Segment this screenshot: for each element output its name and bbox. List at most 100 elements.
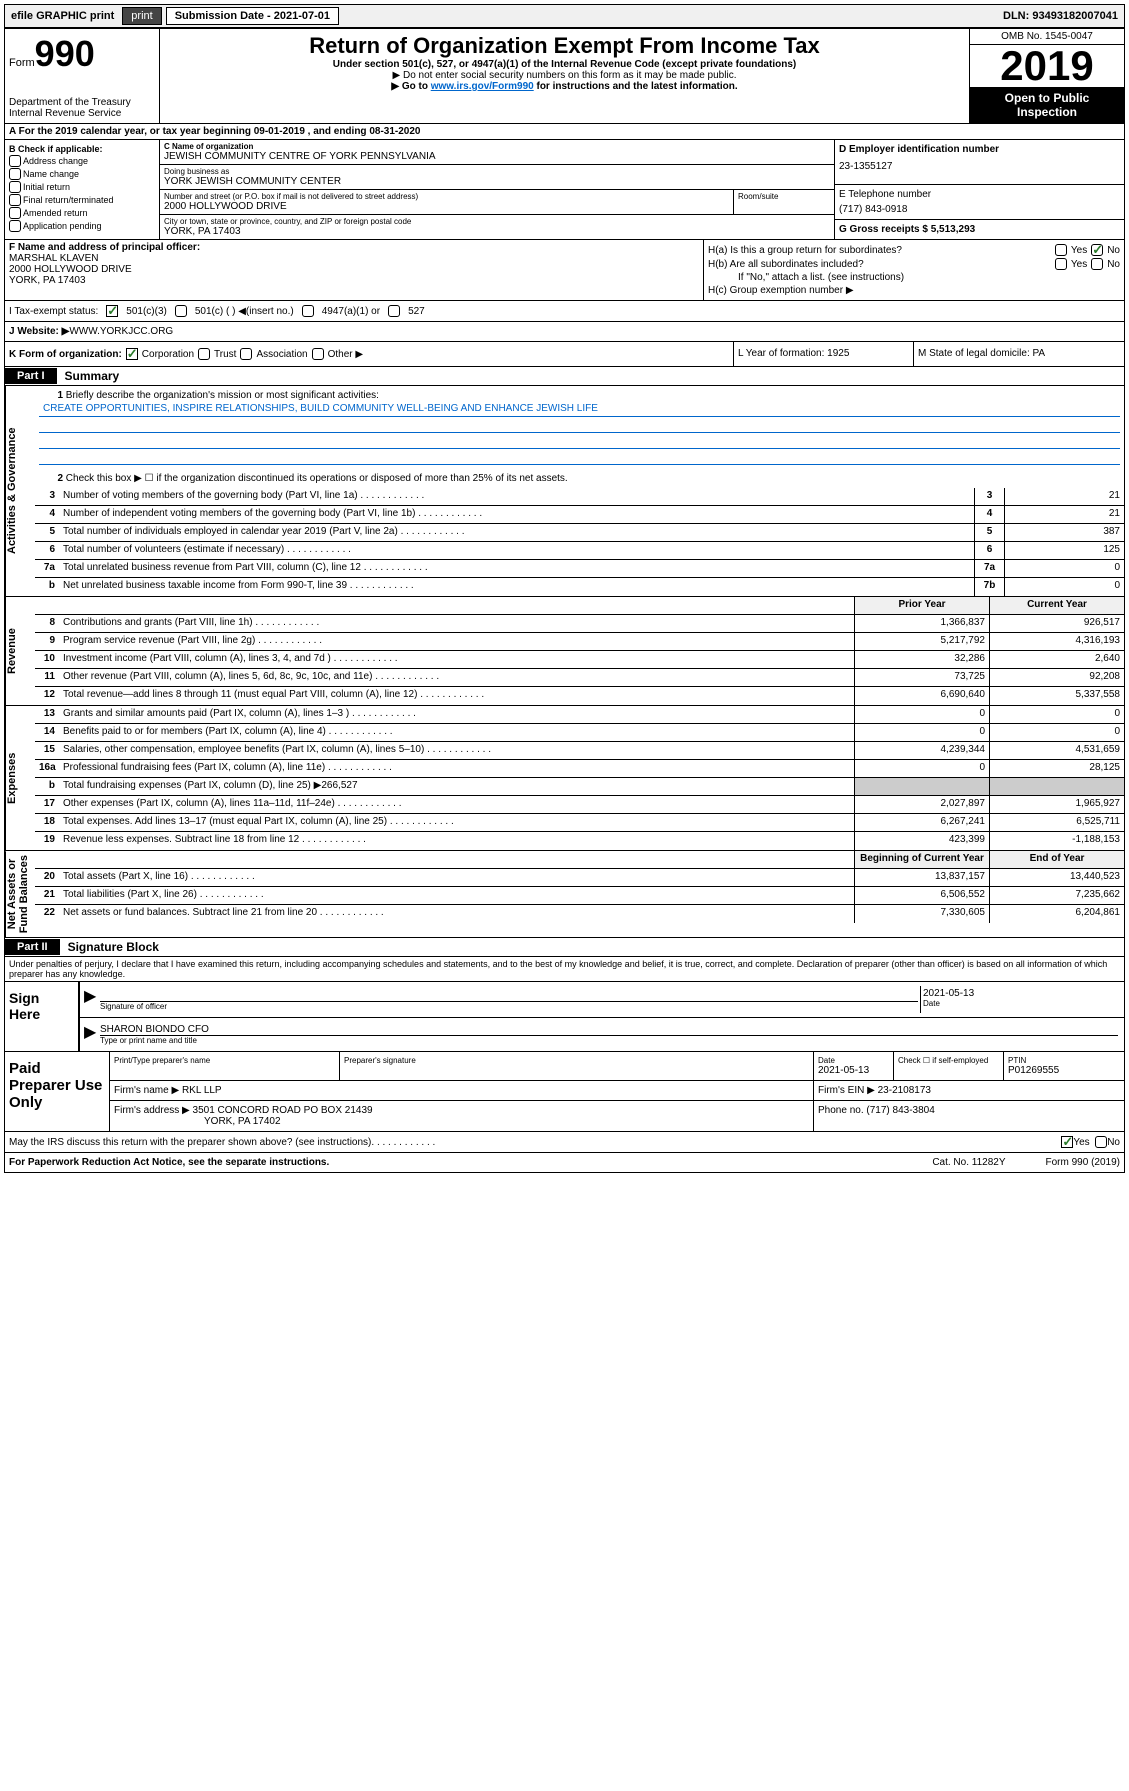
summary-line: 8Contributions and grants (Part VIII, li… (35, 615, 1124, 633)
perjury-text: Under penalties of perjury, I declare th… (5, 957, 1124, 981)
gross-receipts: G Gross receipts $ 5,513,293 (839, 224, 1120, 235)
ptin-label: PTIN (1008, 1056, 1120, 1065)
form-990: 990 (35, 33, 95, 74)
city-value: YORK, PA 17403 (164, 226, 830, 237)
tel-label: E Telephone number (839, 189, 1120, 200)
goto-suffix: for instructions and the latest informat… (534, 81, 738, 92)
sign-here-label: Sign Here (5, 982, 80, 1051)
chk-ha-no[interactable] (1091, 244, 1103, 256)
box-b-label: B Check if applicable: (9, 144, 155, 154)
sig-name-label: Type or print name and title (100, 1036, 1118, 1045)
department: Department of the Treasury Internal Reve… (9, 97, 155, 119)
state-domicile: M State of legal domicile: PA (914, 342, 1124, 366)
summary-line: 5Total number of individuals employed in… (35, 524, 1124, 542)
opt-corporation: Corporation (142, 349, 194, 360)
lbl-app-pending: Application pending (23, 221, 102, 231)
chk-corporation[interactable] (126, 348, 138, 360)
chk-527[interactable] (388, 305, 400, 317)
chk-discuss-yes[interactable] (1061, 1136, 1073, 1148)
summary-line: bTotal fundraising expenses (Part IX, co… (35, 778, 1124, 796)
chk-ha-yes[interactable] (1055, 244, 1067, 256)
tel-value: (717) 843-0918 (839, 204, 1120, 215)
lbl-amended: Amended return (23, 208, 88, 218)
summary-line: 11Other revenue (Part VIII, column (A), … (35, 669, 1124, 687)
firm-ein-value: 23-2108173 (878, 1085, 931, 1096)
firm-ein-label: Firm's EIN ▶ (818, 1085, 875, 1096)
cat-number: Cat. No. 11282Y (932, 1157, 1005, 1168)
opt-501c3: 501(c)(3) (126, 306, 167, 317)
chk-final-return[interactable] (9, 194, 21, 206)
officer-addr1: 2000 HOLLYWOOD DRIVE (9, 264, 699, 275)
form-prefix: Form (9, 57, 35, 69)
addr-value: 2000 HOLLYWOOD DRIVE (164, 201, 729, 212)
top-bar: efile GRAPHIC print print Submission Dat… (4, 4, 1125, 28)
summary-line: 3Number of voting members of the governi… (35, 488, 1124, 506)
box-deg: D Employer identification number 23-1355… (834, 140, 1124, 239)
discuss-label: May the IRS discuss this return with the… (9, 1137, 371, 1148)
part2-tab: Part II (5, 939, 60, 955)
form-subtitle: Under section 501(c), 527, or 4947(a)(1)… (164, 59, 965, 70)
chk-name-change[interactable] (9, 168, 21, 180)
hc-label: H(c) Group exemption number ▶ (708, 285, 1120, 296)
summary-line: 13Grants and similar amounts paid (Part … (35, 706, 1124, 724)
sig-date-label: Date (923, 999, 1118, 1008)
sig-date-value: 2021-05-13 (923, 988, 1118, 999)
lbl-initial-return: Initial return (23, 182, 70, 192)
city-label: City or town, state or province, country… (164, 217, 830, 226)
chk-hb-yes[interactable] (1055, 258, 1067, 270)
dba-label: Doing business as (164, 167, 830, 176)
hdr-current-year: Current Year (989, 597, 1124, 614)
efile-label: efile GRAPHIC print (7, 8, 118, 24)
summary-line: 14Benefits paid to or for members (Part … (35, 724, 1124, 742)
q2-label: Check this box ▶ ☐ if the organization d… (66, 473, 568, 484)
chk-discuss-no[interactable] (1095, 1136, 1107, 1148)
vtab-expenses: Expenses (5, 706, 35, 850)
summary-line: 12Total revenue—add lines 8 through 11 (… (35, 687, 1124, 705)
chk-501c[interactable] (175, 305, 187, 317)
room-label: Room/suite (738, 192, 830, 201)
summary-line: 21Total liabilities (Part X, line 26)6,5… (35, 887, 1124, 905)
firm-addr2: YORK, PA 17402 (114, 1116, 281, 1127)
expenses-section: Expenses 13Grants and similar amounts pa… (4, 706, 1125, 851)
summary-line: 19Revenue less expenses. Subtract line 1… (35, 832, 1124, 850)
note-ssn: ▶ Do not enter social security numbers o… (164, 70, 965, 81)
org-name-label: C Name of organization (164, 142, 830, 151)
irs-link[interactable]: www.irs.gov/Form990 (431, 81, 534, 92)
self-employed-label: Check ☐ if self-employed (898, 1056, 999, 1065)
summary-line: 17Other expenses (Part IX, column (A), l… (35, 796, 1124, 814)
chk-4947[interactable] (302, 305, 314, 317)
chk-address-change[interactable] (9, 155, 21, 167)
chk-trust[interactable] (198, 348, 210, 360)
sig-officer-label: Signature of officer (100, 1002, 918, 1011)
hdr-end-year: End of Year (989, 851, 1124, 868)
opt-4947: 4947(a)(1) or (322, 306, 380, 317)
tax-exempt-label: I Tax-exempt status: (9, 306, 98, 317)
vtab-revenue: Revenue (5, 597, 35, 705)
chk-501c3[interactable] (106, 305, 118, 317)
form-org-label: K Form of organization: (9, 349, 122, 360)
form-header: Form990 Department of the Treasury Inter… (4, 28, 1125, 124)
officer-addr2: YORK, PA 17403 (9, 275, 699, 286)
chk-association[interactable] (240, 348, 252, 360)
goto-prefix: ▶ Go to (391, 81, 430, 92)
summary-line: 20Total assets (Part X, line 16)13,837,1… (35, 869, 1124, 887)
part2-header: Part II Signature Block (4, 938, 1125, 957)
ha-label: H(a) Is this a group return for subordin… (708, 245, 1051, 256)
net-assets-section: Net Assets orFund Balances Beginning of … (4, 851, 1125, 938)
summary-line: 7aTotal unrelated business revenue from … (35, 560, 1124, 578)
chk-initial-return[interactable] (9, 181, 21, 193)
part2-title: Signature Block (60, 938, 167, 956)
discuss-row: May the IRS discuss this return with the… (4, 1132, 1125, 1153)
footer-row: For Paperwork Reduction Act Notice, see … (4, 1153, 1125, 1173)
print-button[interactable]: print (122, 7, 161, 25)
website-value: WWW.YORKJCC.ORG (69, 326, 173, 337)
firm-addr1: 3501 CONCORD ROAD PO BOX 21439 (193, 1105, 373, 1116)
chk-hb-no[interactable] (1091, 258, 1103, 270)
chk-amended[interactable] (9, 207, 21, 219)
summary-line: 22Net assets or fund balances. Subtract … (35, 905, 1124, 923)
hb-label: H(b) Are all subordinates included? (708, 259, 1051, 270)
chk-other[interactable] (312, 348, 324, 360)
row-fh: F Name and address of principal officer:… (4, 240, 1125, 301)
hdr-prior-year: Prior Year (854, 597, 989, 614)
chk-app-pending[interactable] (9, 220, 21, 232)
